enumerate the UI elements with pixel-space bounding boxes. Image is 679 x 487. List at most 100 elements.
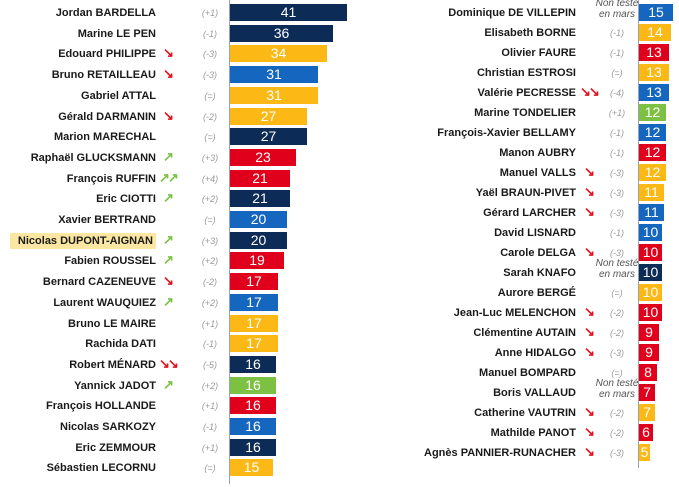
bar-value-label: 20 xyxy=(250,231,267,248)
bar-value-label: 8 xyxy=(644,364,652,380)
bar: 10 xyxy=(639,284,662,301)
bar-row: Mathilde PANOT ↘ (-2) 6 xyxy=(0,424,679,442)
arrow-down-right-icon: ↘ xyxy=(584,344,595,359)
bar-row: François-Xavier BELLAMY (-1) 12 xyxy=(0,124,679,142)
change-label: (=) xyxy=(204,215,216,225)
bar-value-label: 13 xyxy=(646,64,662,80)
bar: 14 xyxy=(639,24,671,41)
bar-value-label: 34 xyxy=(270,45,287,62)
bar-value-label: 16 xyxy=(245,438,261,455)
bar-label: David LISNARD xyxy=(494,227,576,239)
arrow-down-right-icon: ↘ xyxy=(584,304,595,319)
change-label: (-3) xyxy=(610,448,624,458)
arrow-down-right-icon: ↘ xyxy=(584,164,595,179)
bar-label: Xavier BERTRAND xyxy=(58,214,156,226)
change-label: (=) xyxy=(204,132,216,143)
change-label: (+2) xyxy=(201,256,219,267)
change-label: (-2) xyxy=(203,111,217,122)
bar-row: Olivier FAURE (-1) 13 xyxy=(0,44,679,62)
arrow-down-right-icon: ↘ xyxy=(163,66,174,82)
bar-label: Gérard LARCHER xyxy=(483,207,576,219)
bar-value-label: 20 xyxy=(250,211,267,227)
arrow-down-right-icon: ↘↘ xyxy=(580,84,600,99)
bar-label: Nicolas SARKOZY xyxy=(60,421,156,433)
bar-row: Marion MARECHAL (=) 27 xyxy=(0,128,679,146)
bar-row: Jean-Luc MELENCHON ↘ (-2) 10 xyxy=(0,304,679,322)
bar-label: Christian ESTROSI xyxy=(476,67,576,79)
change-label: (-3) xyxy=(610,348,624,358)
bar-label: Olivier FAURE xyxy=(501,47,576,59)
bar-value-label: 23 xyxy=(255,148,271,165)
change-label: (=) xyxy=(611,288,623,298)
bar: 23 xyxy=(230,148,296,166)
bar: 20 xyxy=(230,231,287,249)
bar-label: Clémentine AUTAIN xyxy=(473,327,576,339)
bar-label: Manuel BOMPARD xyxy=(479,367,576,379)
bar-label: Manuel VALLS xyxy=(499,167,576,179)
bar: 12 xyxy=(639,144,666,161)
bar-value-label: 21 xyxy=(252,190,268,207)
bar-label: Jean-Luc MELENCHON xyxy=(453,307,576,319)
bar-value-label: 10 xyxy=(642,264,659,280)
bar-label: Marine TONDELIER xyxy=(474,107,576,119)
change-label: (=) xyxy=(611,368,623,378)
bar-row: Gérard LARCHER ↘ (-3) 11 xyxy=(0,204,679,222)
bar-value-label: 10 xyxy=(642,284,659,300)
bar-label: Sébastien LECORNU xyxy=(46,462,156,475)
bar-row: Bernard CAZENEUVE ↘ (-2) 17 xyxy=(0,273,679,291)
bar-value-label: 9 xyxy=(645,344,653,360)
bar-row: David LISNARD (-1) 10 xyxy=(0,224,679,242)
bar-value-label: 17 xyxy=(246,335,262,352)
bar: 10 xyxy=(639,304,662,321)
change-label: (-1) xyxy=(610,128,624,138)
bar-value-label: 31 xyxy=(266,86,282,103)
arrow-up-right-icon: ↗ xyxy=(163,190,174,206)
bar-label: Anne HIDALGO xyxy=(494,347,576,359)
bar: 21 xyxy=(230,169,290,187)
bar-label: Valérie PECRESSE xyxy=(477,87,576,99)
bar-value-label: 14 xyxy=(647,24,663,40)
bar-row: Catherine VAUTRIN ↘ (-2) 7 xyxy=(0,404,679,422)
bar-label: Marine LE PEN xyxy=(77,27,156,40)
bar: 7 xyxy=(639,384,655,401)
bar: 10 xyxy=(639,244,662,261)
change-label: (-1) xyxy=(610,148,624,158)
bar-value-label: 15 xyxy=(648,4,664,20)
bar-row: Nicolas DUPONT-AIGNAN ↗ (+3) 20 xyxy=(0,231,679,250)
change-label: (-1) xyxy=(203,422,217,432)
bar-row: Bruno RETAILLEAU ↘ (-3) 31 xyxy=(0,66,679,84)
bar-value-label: 11 xyxy=(644,184,659,200)
bar-value-label: 10 xyxy=(642,244,659,260)
bar-label: Dominique DE VILLEPIN xyxy=(448,7,576,19)
bar-row: Bruno LE MAIRE (+1) 17 xyxy=(0,314,679,333)
bar-label: Gabriel ATTAL xyxy=(81,89,156,102)
bar-row: Dominique DE VILLEPIN Non testé en mars 15 xyxy=(0,0,679,22)
change-label: Non testé en mars xyxy=(595,0,639,20)
bar-label: Bruno LE MAIRE xyxy=(68,317,156,330)
arrow-up-right-icon: ↗ xyxy=(163,376,174,392)
bar-value-label: 16 xyxy=(245,397,261,414)
bar-label: François-Xavier BELLAMY xyxy=(437,127,576,139)
bar: 17 xyxy=(230,273,278,291)
arrow-down-right-icon: ↘ xyxy=(584,404,595,419)
change-label: (+1) xyxy=(608,108,626,118)
bar: 36 xyxy=(230,24,333,42)
bar-value-label: 19 xyxy=(249,252,265,269)
bar-row: Gérald DARMANIN ↘ (-2) 27 xyxy=(0,107,679,126)
arrow-down-right-icon: ↘ xyxy=(163,45,174,61)
bar-row: Laurent WAUQUIEZ ↗ (+2) 17 xyxy=(0,293,679,312)
bar-value-label: 36 xyxy=(273,24,290,41)
axis-line xyxy=(638,0,639,468)
change-label: (+1) xyxy=(201,401,219,412)
change-label: (-3) xyxy=(203,70,217,81)
bar: 41 xyxy=(230,4,347,21)
change-label: (+2) xyxy=(201,194,219,205)
bar-value-label: 16 xyxy=(245,355,261,372)
bar: 27 xyxy=(230,128,307,146)
bar-label: Eric CIOTTI xyxy=(96,193,156,206)
bar: 10 xyxy=(639,264,662,281)
bar-label: Fabien ROUSSEL xyxy=(64,255,156,268)
bar-row: Sarah KNAFO Non testé en mars 10 xyxy=(0,258,679,282)
bar-value-label: 27 xyxy=(260,107,277,124)
bar: 13 xyxy=(639,84,669,101)
